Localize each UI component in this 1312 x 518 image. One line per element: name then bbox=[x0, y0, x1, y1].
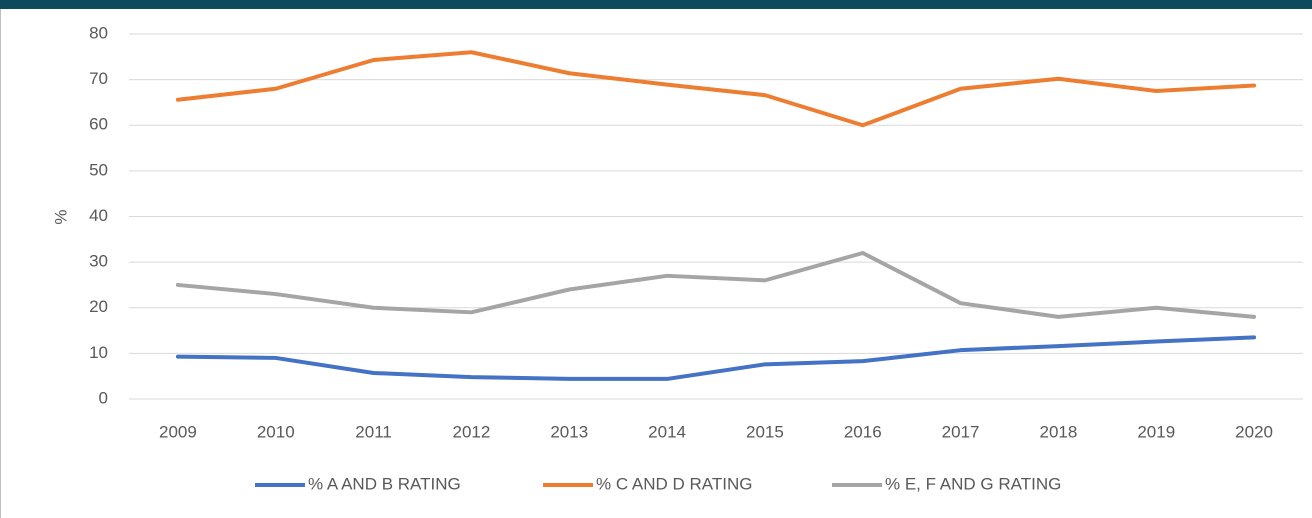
x-tick-label: 2015 bbox=[746, 422, 784, 441]
y-axis-label: % bbox=[51, 209, 70, 224]
y-tick-label: 50 bbox=[89, 160, 108, 179]
legend-label: % C AND D RATING bbox=[596, 474, 752, 493]
x-tick-label: 2013 bbox=[550, 422, 588, 441]
y-tick-label: 80 bbox=[89, 23, 108, 42]
series-line bbox=[175, 50, 1257, 128]
series-line bbox=[175, 251, 1257, 319]
y-tick-label: 20 bbox=[89, 297, 108, 316]
x-tick-label: 2017 bbox=[942, 422, 980, 441]
legend-label: % E, F AND G RATING bbox=[885, 474, 1061, 493]
x-tick-label: 2014 bbox=[648, 422, 686, 441]
x-tick-label: 2009 bbox=[159, 422, 197, 441]
y-tick-label: 0 bbox=[99, 388, 108, 407]
x-tick-label: 2011 bbox=[355, 422, 392, 441]
y-tick-label: 40 bbox=[89, 206, 108, 225]
header-bar bbox=[0, 0, 1312, 9]
y-tick-label: 60 bbox=[89, 115, 108, 134]
x-tick-label: 2019 bbox=[1137, 422, 1175, 441]
series-line bbox=[175, 335, 1257, 381]
y-tick-label: 70 bbox=[89, 69, 108, 88]
x-tick-label: 2012 bbox=[453, 422, 491, 441]
x-tick-label: 2010 bbox=[257, 422, 295, 441]
legend-label: % A AND B RATING bbox=[308, 474, 461, 493]
x-tick-label: 2020 bbox=[1235, 422, 1273, 441]
x-tick-label: 2016 bbox=[844, 422, 882, 441]
y-tick-label: 30 bbox=[89, 252, 108, 271]
y-tick-label: 10 bbox=[89, 343, 108, 362]
x-tick-label: 2018 bbox=[1040, 422, 1078, 441]
